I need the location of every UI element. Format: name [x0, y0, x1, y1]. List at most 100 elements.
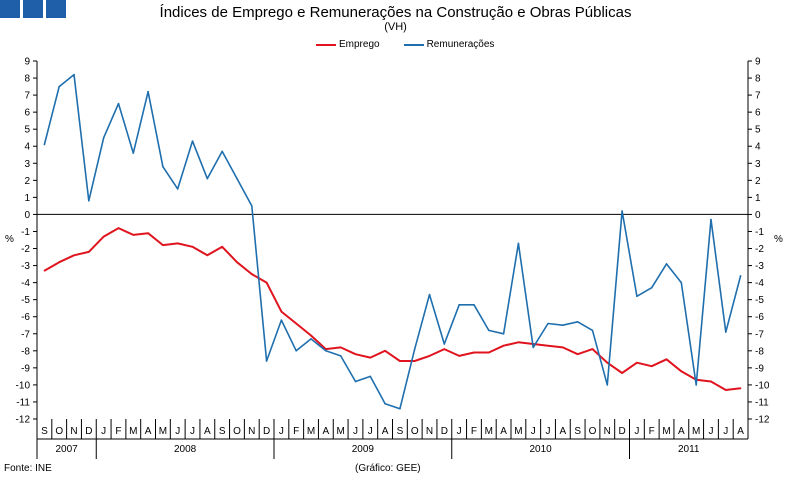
data-point [532, 346, 535, 349]
month-label: M [692, 426, 700, 437]
data-point [280, 310, 283, 313]
data-point [591, 329, 594, 332]
month-label: M [514, 426, 522, 437]
month-label: J [457, 426, 462, 437]
month-label: J [175, 426, 180, 437]
y-tick-label-left: 2 [24, 176, 30, 187]
data-point [147, 232, 149, 234]
month-label: N [70, 426, 77, 437]
data-point [369, 356, 372, 359]
y-tick-label-right: -11 [755, 397, 769, 408]
data-point [325, 350, 327, 352]
chart-title: Índices de Emprego e Remunerações na Con… [159, 4, 632, 21]
year-label: 2008 [174, 444, 197, 455]
y-tick-label-left: 6 [24, 108, 30, 119]
y-tick-label-left: -4 [21, 278, 30, 289]
month-label: D [263, 426, 270, 437]
data-point [88, 251, 90, 253]
data-point [206, 177, 209, 180]
data-point [250, 205, 253, 207]
y-tick-label-right: -2 [755, 244, 764, 255]
data-point [176, 242, 179, 245]
year-label: 2009 [352, 444, 375, 455]
y-tick-label-left: 0 [24, 210, 30, 221]
data-point [458, 355, 460, 357]
y-axis-unit-right: % [774, 234, 783, 245]
data-point [517, 242, 520, 245]
y-tick-label-left: -11 [16, 397, 30, 408]
data-point [354, 380, 357, 383]
data-point [665, 358, 668, 361]
y-tick-label-right: -10 [755, 380, 770, 391]
logo-block [23, 0, 43, 18]
ine-logo [0, 0, 66, 18]
logo-block [0, 0, 20, 18]
y-tick-label-right: 3 [755, 159, 761, 170]
data-point [487, 351, 490, 354]
y-tick-label-left: -10 [16, 380, 31, 391]
data-point [650, 286, 653, 289]
data-point [636, 361, 638, 364]
month-label: M [662, 426, 670, 437]
legend-item-remuneracoes: Remunerações [403, 39, 495, 50]
month-label: O [233, 426, 241, 437]
y-tick-label-right: -1 [755, 227, 764, 238]
data-point [280, 319, 283, 321]
y-tick-label-right: 8 [755, 74, 761, 85]
data-point [606, 384, 609, 386]
data-point [695, 384, 697, 386]
month-label: J [190, 426, 195, 437]
data-point [458, 303, 460, 306]
data-point [650, 365, 653, 367]
month-label: J [546, 426, 551, 437]
data-point [162, 165, 164, 168]
month-label: M [129, 426, 137, 437]
y-tick-label-left: -3 [21, 261, 30, 272]
month-label: M [307, 426, 315, 437]
data-point [487, 329, 490, 332]
y-tick-label-left: -6 [21, 312, 30, 323]
chart-legend: Emprego Remunerações [316, 39, 518, 50]
legend-label-remuneracoes: Remunerações [426, 39, 495, 50]
data-point [43, 269, 46, 272]
y-tick-label-right: -6 [755, 312, 764, 323]
month-label: A [678, 426, 685, 437]
data-point [102, 235, 105, 238]
year-label: 2007 [56, 444, 79, 455]
y-tick-label-right: 6 [755, 108, 761, 119]
data-point [413, 348, 416, 350]
credit-note: (Gráfico: GEE) [355, 463, 421, 474]
y-tick-label-right: -5 [755, 295, 764, 306]
data-point [132, 234, 135, 236]
y-tick-label-left: 5 [24, 125, 30, 136]
month-label: S [219, 426, 226, 437]
month-label: A [560, 426, 567, 437]
month-label: D [85, 426, 92, 437]
month-label: F [293, 426, 299, 437]
data-point [236, 261, 238, 263]
month-label: M [336, 426, 344, 437]
y-tick-label-right: 5 [755, 125, 761, 136]
y-tick-label-right: -3 [755, 261, 764, 272]
data-point [724, 389, 727, 391]
data-point [502, 332, 505, 335]
y-tick-label-left: -7 [21, 329, 30, 340]
data-point [636, 295, 638, 298]
y-tick-label-right: -9 [755, 363, 764, 374]
data-point [206, 254, 209, 257]
y-tick-label-right: 9 [755, 57, 761, 68]
data-point [547, 322, 549, 325]
y-tick-label-left: -1 [21, 227, 30, 238]
y-tick-label-right: 2 [755, 176, 761, 187]
y-tick-label-right: -7 [755, 329, 764, 340]
month-label: S [41, 426, 48, 437]
data-point [502, 344, 505, 347]
month-label: F [649, 426, 655, 437]
series-remuneracoes-line [43, 73, 742, 410]
data-point [384, 350, 386, 352]
month-label: N [248, 426, 255, 437]
data-point [310, 334, 312, 337]
data-point [562, 346, 564, 349]
y-tick-label-right: 1 [755, 193, 761, 204]
